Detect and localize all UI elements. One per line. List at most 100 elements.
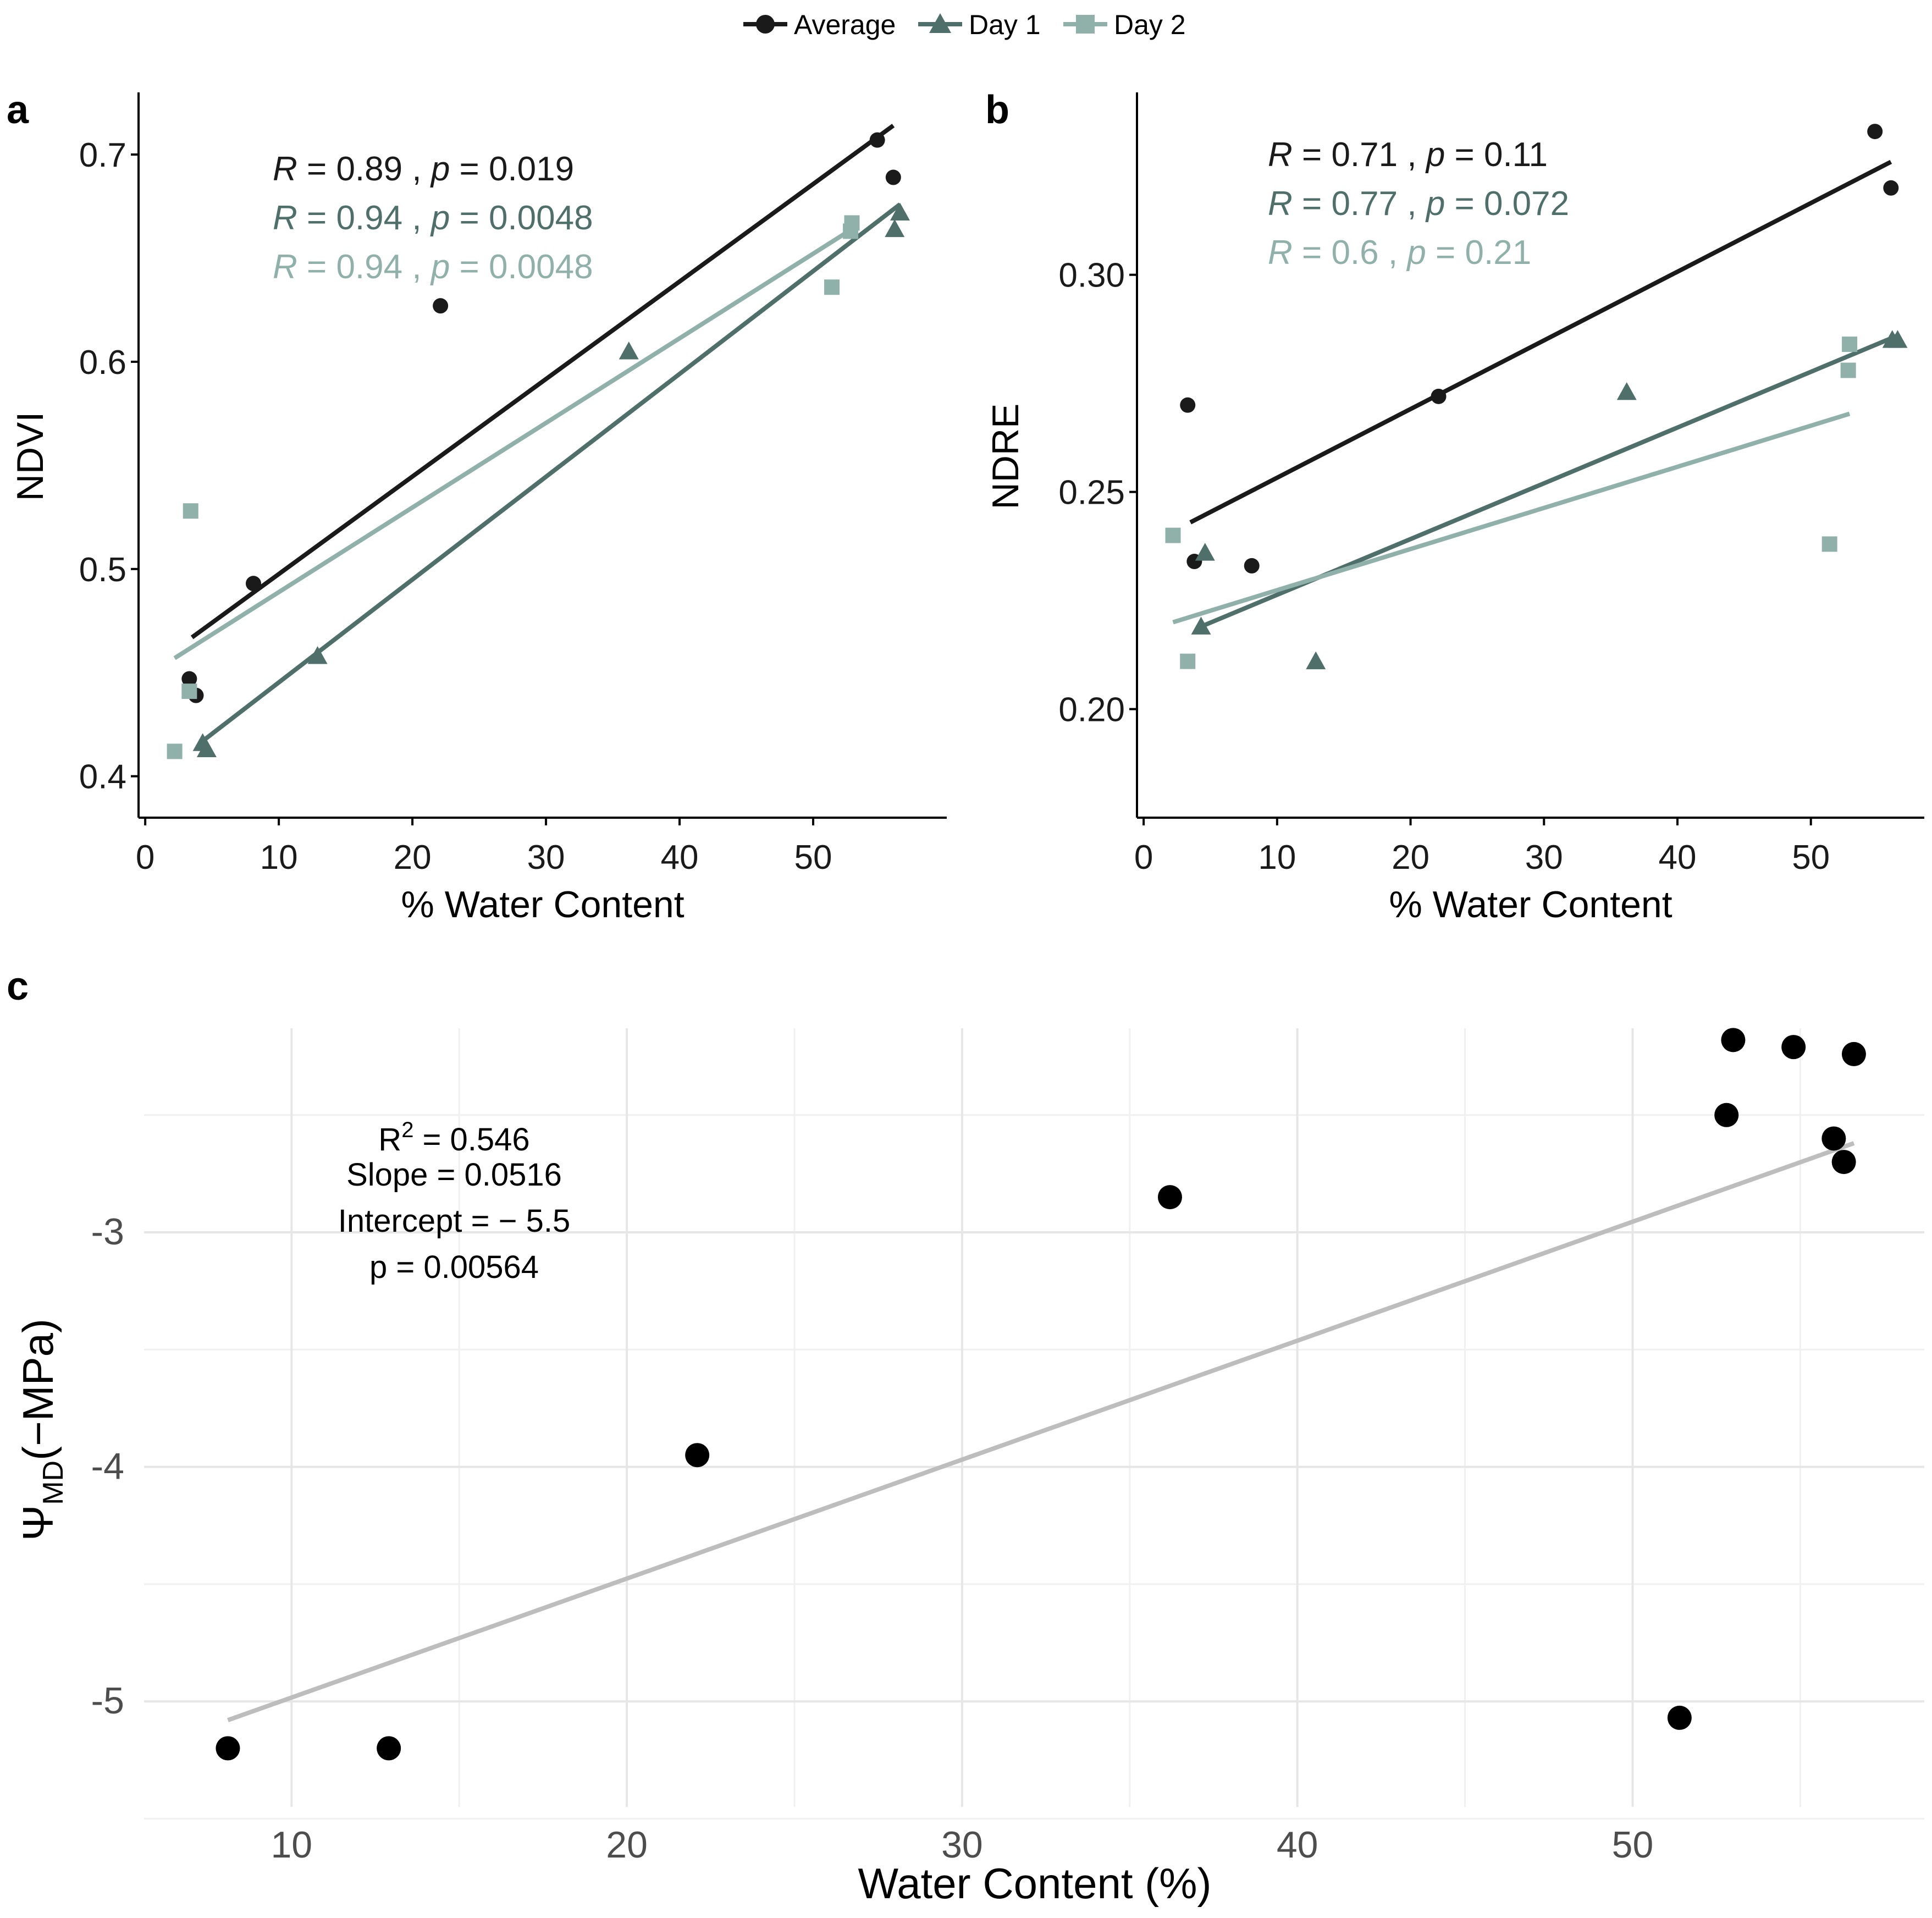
y-tick-label: 0.25	[1058, 474, 1125, 512]
x-tick-label: 0	[1134, 839, 1153, 877]
r-value: 0.77	[1331, 185, 1398, 223]
x-tick-label: 10	[260, 839, 298, 877]
point-day-1	[885, 219, 905, 238]
panel-c-letter: c	[7, 964, 29, 1008]
point-average	[1244, 558, 1260, 574]
p-symbol: p	[430, 150, 450, 188]
panel-b-x-label: % Water Content	[1389, 884, 1672, 925]
eq-text: =	[1293, 136, 1332, 174]
y-tick-label: -3	[91, 1211, 124, 1253]
panel-a-x-ticks: 0 10 20 30 40 50	[136, 818, 832, 877]
point-day-2	[1821, 536, 1837, 552]
point-day-2	[181, 684, 197, 699]
panel-b-letter: b	[985, 88, 1009, 132]
y-tick-label: -5	[91, 1680, 124, 1722]
point-day-2	[1842, 337, 1858, 352]
panel-c-fit-line	[227, 1141, 1855, 1722]
r-value: 0.89	[336, 150, 402, 188]
panel-b-fit-lines	[1172, 159, 1898, 629]
panel-b-y-ticks: 0.20 0.25 0.30	[1058, 257, 1137, 729]
x-tick-label: 20	[394, 839, 432, 877]
data-point	[216, 1736, 240, 1761]
panel-c-slope: Slope = 0.0516	[346, 1157, 562, 1193]
data-point	[1841, 1041, 1866, 1066]
legend-day2-marker	[1076, 15, 1095, 34]
legend-day1-marker	[929, 13, 951, 33]
p-value: 0.0048	[489, 199, 593, 237]
point-day-1	[307, 646, 328, 664]
panel-c-y-label-text: ΨMD(−MPa)	[14, 1319, 69, 1541]
x-tick-label: 10	[1258, 839, 1296, 877]
p-symbol: p	[430, 199, 450, 237]
data-point	[1831, 1150, 1856, 1175]
panel-c-y-ticks: -5 -4 -3	[91, 1211, 124, 1722]
p-symbol: p	[1425, 136, 1445, 174]
data-point	[1157, 1185, 1182, 1210]
panel-a-stat-average: R = 0.89 , p = 0.019	[273, 150, 574, 188]
fit-line-day-2	[1172, 411, 1851, 625]
p-value: 0.21	[1465, 234, 1532, 272]
data-point	[1721, 1028, 1746, 1052]
x-tick-label: 30	[527, 839, 565, 877]
legend-day1-label: Day 1	[969, 9, 1041, 40]
eq-text: =	[1426, 234, 1465, 272]
data-point	[1667, 1705, 1692, 1730]
legend-item-day2: Day 2	[1063, 9, 1186, 40]
x-tick-label: 40	[1658, 839, 1696, 877]
point-day-2	[1180, 653, 1196, 669]
eq-text: =	[1293, 185, 1332, 223]
panel-c-fit-annotation: R2 = 0.546 Slope = 0.0516 Intercept = − …	[338, 1118, 570, 1285]
r-symbol: R	[273, 199, 297, 237]
y-tick-label: -4	[91, 1446, 124, 1487]
sep-text: ,	[1398, 136, 1426, 174]
point-day-2	[183, 503, 198, 519]
r-value: 0.94	[336, 199, 402, 237]
x-tick-label: 50	[1792, 839, 1830, 877]
point-average	[1180, 397, 1196, 413]
sep-text: ,	[1398, 185, 1426, 223]
r-symbol: R	[273, 248, 297, 286]
fit-line	[227, 1141, 1855, 1722]
legend-day2-label: Day 2	[1114, 9, 1186, 40]
r-symbol: R	[1268, 136, 1293, 174]
point-day-1	[1306, 651, 1326, 670]
panel-c-p-value: p = 0.00564	[369, 1249, 539, 1285]
fit-line-day-2	[173, 227, 853, 660]
r-value: 0.94	[336, 248, 402, 286]
point-day-1	[1191, 616, 1211, 635]
r-symbol: R	[273, 150, 297, 188]
x-tick-label: 40	[661, 839, 699, 877]
y-tick-label: 0.30	[1058, 257, 1125, 295]
panel-b-stat-average: R = 0.71 , p = 0.11	[1268, 136, 1548, 174]
r2-label: R	[378, 1122, 401, 1158]
panel-a-x-label: % Water Content	[401, 884, 684, 925]
panel-c-x-ticks: 10 20 30 40 50	[271, 1824, 1653, 1866]
point-day-1	[1195, 543, 1215, 561]
p-value: 0.0048	[489, 248, 593, 286]
panel-c-points	[216, 1028, 1866, 1761]
p-value: 0.019	[489, 150, 574, 188]
eq-text: =	[297, 248, 336, 286]
panel-b: b 0 10 20 30 40 50 0.20 0.25 0.30 % Water Conte…	[985, 88, 1924, 925]
data-point	[685, 1443, 710, 1468]
point-average	[1431, 388, 1447, 404]
x-tick-label: 50	[794, 839, 832, 877]
point-average	[885, 169, 901, 185]
point-day-1	[619, 341, 639, 360]
point-day-1	[1887, 330, 1908, 348]
p-symbol: p	[1406, 234, 1426, 272]
point-day-1	[196, 739, 217, 758]
fit-line-average	[190, 124, 895, 640]
panel-b-y-label: NDRE	[985, 404, 1026, 510]
point-day-1	[890, 202, 910, 221]
point-day-2	[844, 215, 860, 231]
eq-text: =	[297, 199, 336, 237]
sep-text: ,	[402, 150, 431, 188]
r2-value: = 0.546	[413, 1122, 529, 1158]
point-average	[245, 576, 261, 592]
eq-text: =	[450, 248, 489, 286]
eq-text: =	[297, 150, 336, 188]
y-tick-label: 0.7	[79, 136, 126, 174]
r-value: 0.6	[1331, 234, 1378, 272]
y-label-unit: (−MPa)	[14, 1319, 62, 1460]
